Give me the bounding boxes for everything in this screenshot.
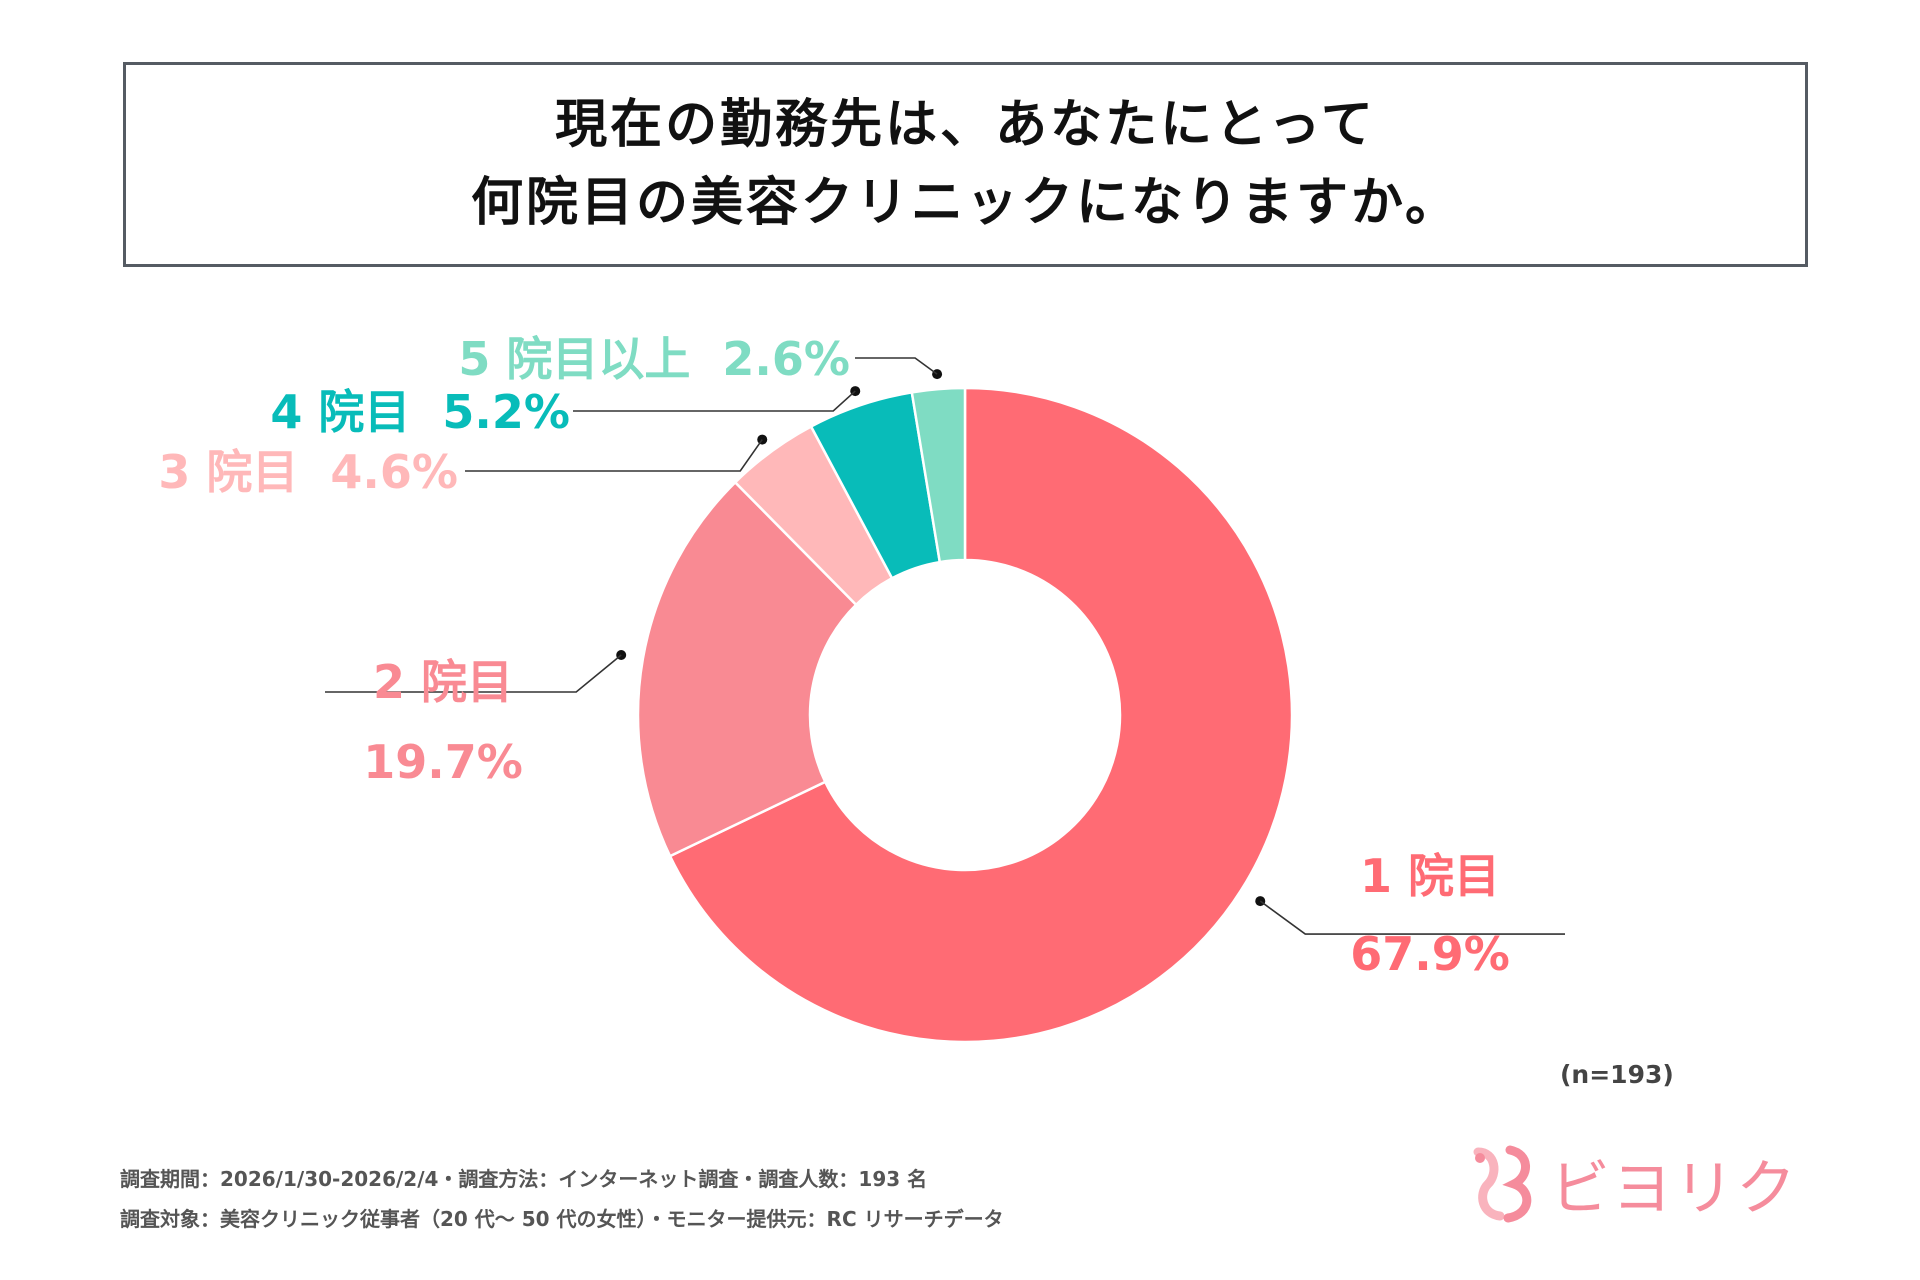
category-label-2: 2 院目 bbox=[373, 655, 513, 709]
value-label-4: 5.2% bbox=[442, 385, 570, 439]
leader-line-4 bbox=[573, 390, 856, 412]
pie-slice-2 bbox=[636, 480, 858, 858]
slice-label-5: 5 院目以上 2.6% bbox=[458, 332, 850, 386]
logo: ビヨリク bbox=[1468, 1140, 1798, 1227]
logo-mark-icon bbox=[1473, 1145, 1532, 1222]
slice-label-3: 3 院目 4.6% bbox=[158, 445, 458, 499]
pie-slice-1 bbox=[668, 386, 1294, 1044]
pie-slice-5 bbox=[910, 386, 967, 564]
value-label-5: 2.6% bbox=[722, 332, 850, 386]
survey-footnote-2: 調査対象：美容クリニック従事者（20 代〜 50 代の女性）・モニター提供元：R… bbox=[120, 1207, 1004, 1231]
category-label-1: 1 院目 bbox=[1360, 849, 1500, 903]
leader-line-5 bbox=[855, 357, 938, 375]
title-box: 現在の勤務先は、あなたにとって 何院目の美容クリニックになりますか。 bbox=[123, 62, 1808, 267]
slice-label-4: 4 院目 5.2% bbox=[270, 385, 570, 439]
title-line-2: 何院目の美容クリニックになりますか。 bbox=[471, 172, 1460, 233]
title-line-1: 現在の勤務先は、あなたにとって bbox=[555, 94, 1376, 155]
sample-size: (n=193) bbox=[1560, 1060, 1674, 1089]
logo-text: ビヨリク bbox=[1550, 1154, 1798, 1224]
category-label-5: 5 院目以上 bbox=[458, 332, 722, 386]
leader-line-1 bbox=[1259, 900, 1565, 935]
value-label-1: 67.9% bbox=[1350, 927, 1510, 981]
leader-line-3 bbox=[465, 439, 763, 472]
leader-line-2 bbox=[325, 654, 622, 693]
category-label-3: 3 院目 bbox=[158, 445, 330, 499]
value-label-2: 19.7% bbox=[363, 735, 523, 789]
value-label-3: 4.6% bbox=[330, 445, 458, 499]
category-label-4: 4 院目 bbox=[270, 385, 442, 439]
survey-footnote-1: 調査期間：2026/1/30-2026/2/4・調査方法：インターネット調査・調… bbox=[120, 1167, 928, 1191]
